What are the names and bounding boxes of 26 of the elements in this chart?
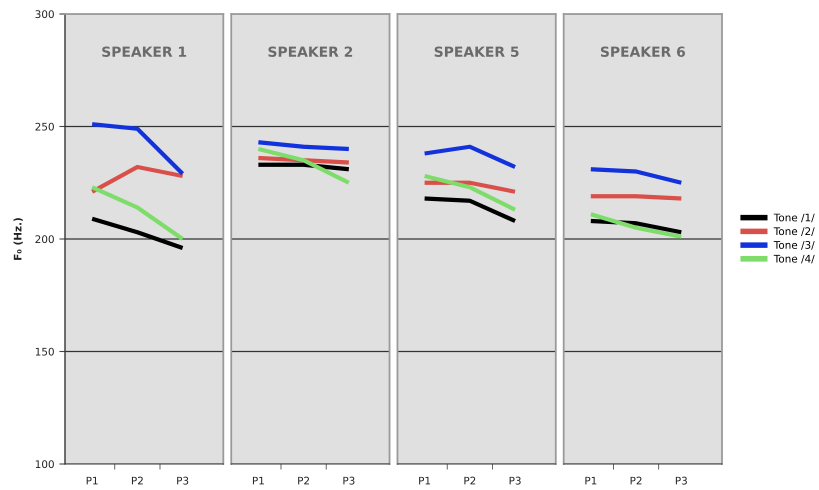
x-tick-label: P1	[419, 476, 430, 484]
text: SPEAKER 5	[434, 46, 519, 57]
text: SPEAKER 1	[102, 46, 186, 57]
x-tick-label: P1	[86, 476, 98, 484]
x-tick-label: P3	[510, 476, 521, 485]
y-axis-title: F₀ (Hz.)	[14, 218, 23, 260]
x-tick-label: P3	[177, 476, 188, 485]
x-tick-label: P3	[343, 476, 354, 485]
y-tick-label: 300	[35, 10, 54, 18]
legend-label: Tone /1/	[774, 214, 815, 222]
y-tick-label: 200	[35, 235, 54, 244]
x-tick-label: P2	[630, 476, 642, 484]
y-tick-label: 250	[35, 122, 54, 131]
legend-label: Tone /4/	[774, 254, 815, 264]
text: SPEAKER 2	[268, 46, 352, 57]
x-tick-label: P2	[298, 476, 310, 484]
y-tick-label: 100	[36, 460, 54, 468]
x-tick-label: P1	[252, 476, 264, 484]
legend-label: Tone /2/	[774, 227, 815, 236]
x-tick-label: P1	[585, 476, 596, 484]
x-tick-label: P3	[676, 476, 687, 485]
text: SPEAKER 6	[600, 46, 686, 57]
legend-label: Tone /3/	[774, 241, 815, 250]
y-tick-label: 150	[36, 348, 54, 356]
x-tick-label: P2	[132, 476, 143, 484]
x-tick-label: P2	[464, 476, 476, 484]
